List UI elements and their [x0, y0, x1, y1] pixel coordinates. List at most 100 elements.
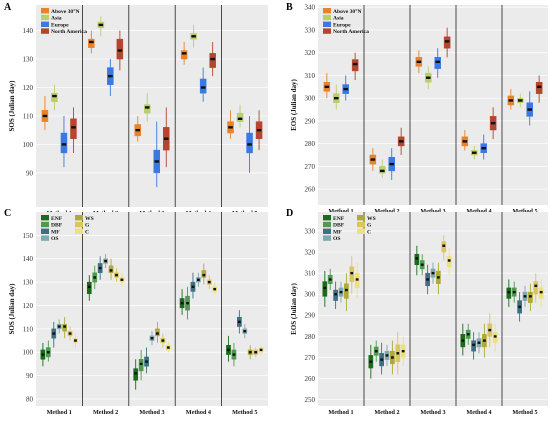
plot-background [318, 212, 548, 406]
y-tick-label: 140 [23, 255, 34, 263]
median-marker [529, 295, 532, 297]
median-marker [93, 276, 96, 278]
y-tick-label: 260 [305, 375, 316, 383]
median-marker [110, 269, 113, 271]
median-marker [356, 278, 359, 280]
y-tick-label: 340 [305, 4, 316, 12]
legend-label: MF [333, 229, 342, 235]
median-marker [389, 163, 394, 165]
median-marker [145, 106, 150, 108]
median-marker [467, 333, 470, 335]
median-marker [161, 339, 164, 341]
median-marker [135, 129, 140, 131]
median-marker [201, 86, 206, 88]
median-marker [164, 138, 169, 140]
legend-swatch [75, 229, 83, 234]
y-axis-label: EOS (Julian day) [290, 282, 298, 334]
median-marker [437, 276, 440, 278]
median-marker [88, 286, 91, 288]
median-marker [445, 40, 450, 42]
median-marker [534, 285, 537, 287]
median-marker [375, 350, 378, 352]
x-category-label: Method 1 [328, 409, 353, 416]
y-tick-label: 280 [305, 140, 316, 148]
median-marker [380, 170, 385, 172]
median-marker [104, 260, 107, 262]
median-marker [260, 349, 263, 351]
median-marker [99, 24, 104, 26]
median-marker [415, 257, 418, 259]
median-marker [89, 41, 94, 43]
y-axis-label: EOS (Julian day) [290, 78, 298, 130]
median-marker [181, 302, 184, 304]
median-marker [52, 95, 57, 97]
median-marker [518, 99, 523, 101]
y-tick-label: 120 [23, 302, 34, 310]
x-category-label: Method 2 [93, 409, 118, 416]
median-marker [154, 160, 159, 162]
x-category-label: Method 5 [232, 409, 257, 416]
y-tick-label: 310 [305, 270, 316, 278]
median-marker [247, 143, 252, 145]
median-marker [380, 358, 383, 360]
legend-swatch [323, 28, 331, 33]
median-marker [227, 349, 230, 351]
median-marker [228, 126, 233, 128]
median-marker [386, 354, 389, 356]
y-tick-label: 320 [305, 248, 316, 256]
y-tick-label: 290 [305, 117, 316, 125]
median-marker [391, 356, 394, 358]
median-marker [167, 346, 170, 348]
median-marker [540, 291, 543, 293]
median-marker [334, 293, 337, 295]
median-marker [213, 288, 216, 290]
median-marker [323, 287, 326, 289]
legend-label: Europe [51, 22, 69, 28]
x-category-label: Method 5 [512, 409, 537, 416]
legend-label: Asia [333, 16, 344, 22]
median-marker [254, 351, 257, 353]
y-axis-label: SOS (Julian day) [8, 283, 16, 335]
median-marker [494, 335, 497, 337]
y-tick-label: 270 [305, 163, 316, 171]
median-marker [350, 272, 353, 274]
legend-label: G [367, 223, 372, 229]
median-marker [115, 274, 118, 276]
median-marker [69, 332, 72, 334]
panel-label: D [286, 208, 293, 219]
median-marker [197, 279, 200, 281]
median-marker [238, 321, 241, 323]
y-tick-label: 300 [305, 291, 316, 299]
median-marker [329, 278, 332, 280]
median-marker [182, 52, 187, 54]
legend-label: WS [85, 216, 94, 222]
legend-swatch [323, 222, 331, 227]
y-tick-label: 150 [23, 232, 34, 240]
legend-label: WS [367, 216, 376, 222]
median-marker [463, 140, 468, 142]
median-marker [210, 58, 215, 60]
box-body [144, 105, 150, 114]
legend-swatch [75, 215, 83, 220]
legend-label: North America [333, 29, 369, 35]
y-tick-label: 140 [23, 27, 34, 35]
legend-label: C [85, 229, 89, 235]
legend-swatch [323, 8, 331, 13]
legend-swatch [75, 222, 83, 227]
median-marker [421, 264, 424, 266]
y-tick-label: 260 [305, 185, 316, 193]
median-marker [74, 339, 77, 341]
legend-swatch [323, 22, 331, 27]
median-marker [145, 360, 148, 362]
median-marker [483, 339, 486, 341]
legend-label: DBF [333, 223, 345, 229]
legend-swatch [323, 235, 331, 240]
legend-swatch [323, 215, 331, 220]
x-category-label: Method 3 [420, 409, 445, 416]
median-marker [481, 147, 486, 149]
panel-b: B260270280290300310320330340Method 1 Meth… [286, 2, 548, 215]
legend-label: MF [51, 229, 60, 235]
median-marker [191, 35, 196, 37]
y-tick-label: 80 [26, 395, 34, 403]
median-marker [399, 140, 404, 142]
